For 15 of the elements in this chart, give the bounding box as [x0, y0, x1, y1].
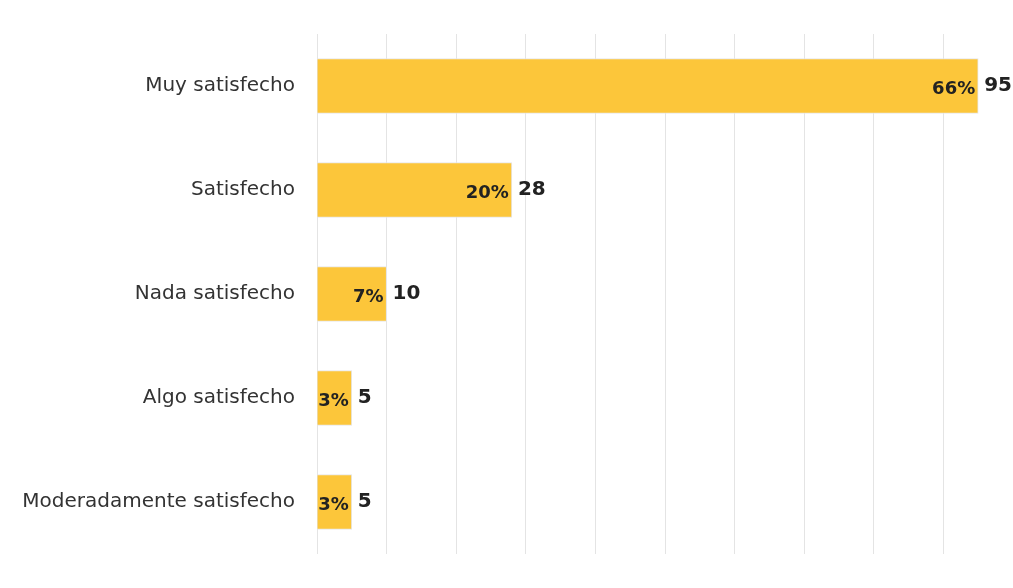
- data-label: 95: [984, 72, 1013, 97]
- data-label: 5: [357, 488, 372, 513]
- annotation: 7%: [353, 284, 384, 306]
- data-label: 10: [392, 280, 421, 305]
- y-tick-label: Satisfecho: [190, 176, 295, 201]
- annotation: 3%: [318, 492, 349, 514]
- annotation: 66%: [932, 76, 976, 98]
- y-tick-label: Moderadamente satisfecho: [22, 488, 295, 513]
- data-label: 28: [517, 176, 546, 201]
- annotation: 20%: [465, 180, 509, 202]
- y-tick-label: Nada satisfecho: [134, 280, 295, 305]
- data-label: 5: [357, 384, 372, 409]
- y-tick-label: Algo satisfecho: [142, 384, 295, 409]
- annotation: 3%: [318, 388, 349, 410]
- y-tick-label: Muy satisfecho: [145, 72, 295, 97]
